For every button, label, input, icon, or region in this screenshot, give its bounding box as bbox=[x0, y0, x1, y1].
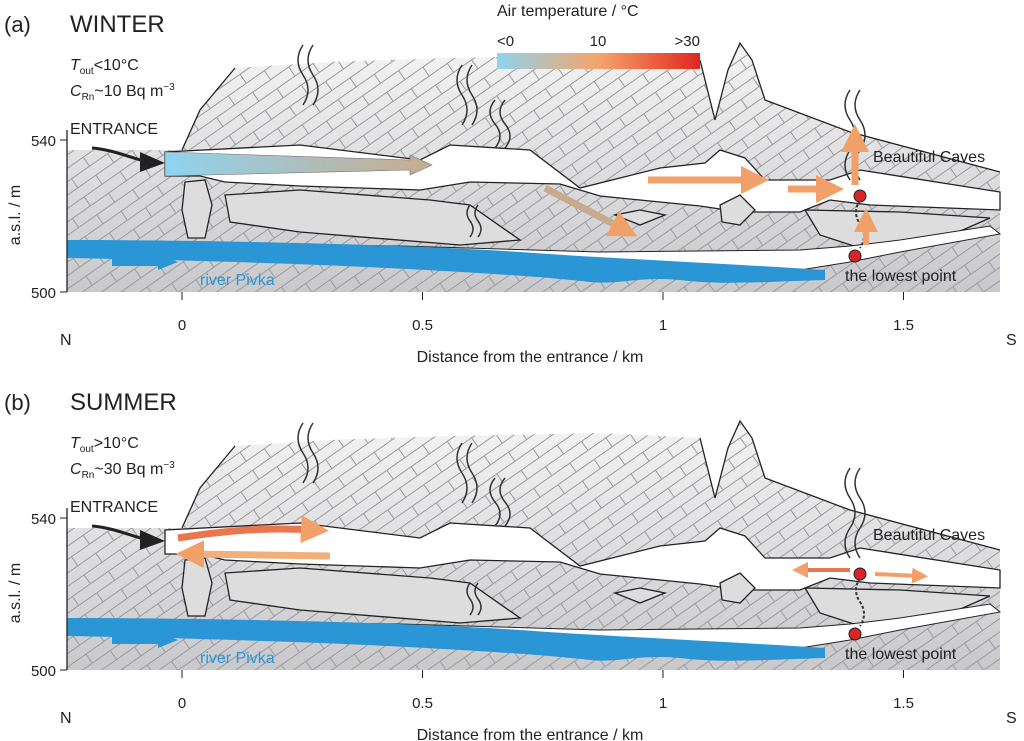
x-tick-label: 1.5 bbox=[893, 695, 914, 712]
y-tick-label: 540 bbox=[31, 511, 56, 528]
colorbar-title: Air temperature / °C bbox=[497, 3, 639, 20]
colorbar-tick-label: 10 bbox=[590, 33, 607, 50]
x-axis-label: Distance from the entrance / km bbox=[417, 727, 644, 741]
air-flow bbox=[874, 567, 928, 584]
season-title: WINTER bbox=[70, 11, 165, 38]
x-tick-label: 0 bbox=[178, 317, 186, 334]
river-label: river Pivka bbox=[200, 650, 275, 667]
south-label: S bbox=[1006, 710, 1017, 727]
north-label: N bbox=[60, 710, 72, 727]
entrance-label: ENTRANCE bbox=[70, 499, 158, 516]
t-out-symbol: T bbox=[70, 435, 81, 452]
c-rn-superscript: −3 bbox=[163, 460, 175, 471]
y-tick-label: 500 bbox=[31, 285, 56, 302]
x-tick-label: 1 bbox=[659, 317, 667, 334]
colorbar-tick-label: <0 bbox=[497, 33, 514, 50]
river-label: river Pivka bbox=[200, 272, 275, 289]
beautiful-caves-label: Beautiful Caves bbox=[873, 149, 985, 166]
beautiful-caves-label: Beautiful Caves bbox=[873, 527, 985, 544]
c-rn-text: ~30 Bq m bbox=[94, 461, 163, 478]
colorbar bbox=[497, 53, 700, 69]
air-flow bbox=[176, 540, 331, 569]
c-rn: CRn~10 Bq m−3 bbox=[70, 82, 175, 103]
t-out-subscript: out bbox=[80, 66, 94, 77]
air-flow bbox=[177, 515, 329, 544]
t-out: Tout>10°C bbox=[70, 435, 139, 455]
season-title: SUMMER bbox=[70, 389, 177, 416]
y-axis-label: a.s.l. / m bbox=[7, 185, 24, 245]
x-tick-label: 0.5 bbox=[412, 317, 433, 334]
t-out-symbol: T bbox=[70, 57, 81, 74]
panel-winter: Air temperature / °C<0 10 >30(a) WINTERTout… bbox=[4, 3, 1017, 366]
air-flow bbox=[164, 151, 433, 177]
y-tick-label: 500 bbox=[31, 663, 56, 680]
entrance-label: ENTRANCE bbox=[70, 121, 158, 138]
t-out: Tout<10°C bbox=[70, 57, 139, 77]
t-out-text: >10°C bbox=[94, 435, 139, 452]
t-out-subscript: out bbox=[80, 444, 94, 455]
c-rn: CRn~30 Bq m−3 bbox=[70, 460, 175, 481]
x-tick-label: 1 bbox=[659, 695, 667, 712]
air-flow bbox=[543, 184, 638, 237]
colorbar-tick-label: >30 bbox=[675, 33, 700, 50]
y-tick-label: 540 bbox=[31, 133, 56, 150]
south-label: S bbox=[1006, 332, 1017, 349]
c-rn-text: ~10 Bq m bbox=[94, 83, 163, 100]
cave-section bbox=[67, 421, 1000, 670]
x-tick-label: 1.5 bbox=[893, 317, 914, 334]
panel-summer: (b) SUMMER Tout>10°C CRn~30 Bq m−3 ENTRANCE B… bbox=[4, 389, 1017, 741]
t-out-text: <10°C bbox=[94, 57, 139, 74]
panel-label: (a) bbox=[4, 12, 31, 37]
c-rn-subscript: Rn bbox=[82, 92, 95, 103]
c-rn-symbol: C bbox=[70, 83, 82, 100]
lowest-point-label: the lowest point bbox=[845, 646, 957, 663]
north-label: N bbox=[60, 332, 72, 349]
c-rn-symbol: C bbox=[70, 461, 82, 478]
lowest-point-label: the lowest point bbox=[845, 268, 957, 285]
c-rn-subscript: Rn bbox=[82, 470, 95, 481]
x-axis-label: Distance from the entrance / km bbox=[417, 349, 644, 366]
c-rn-superscript: −3 bbox=[163, 82, 175, 93]
panel-label: (b) bbox=[4, 390, 31, 415]
x-tick-label: 0.5 bbox=[412, 695, 433, 712]
x-tick-label: 0 bbox=[178, 695, 186, 712]
y-axis-label: a.s.l. / m bbox=[7, 563, 24, 623]
